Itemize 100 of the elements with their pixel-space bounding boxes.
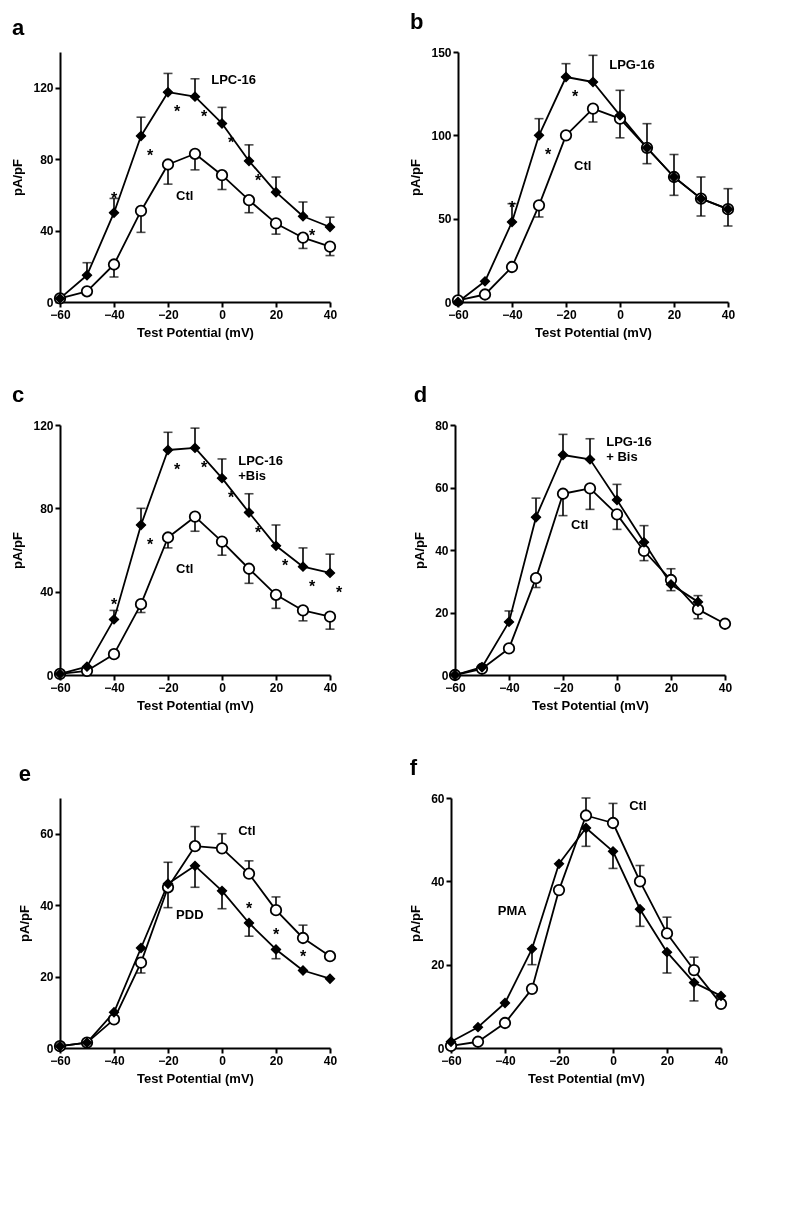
x-tick-label: 40 xyxy=(714,1053,729,1068)
data-label: * xyxy=(200,458,208,476)
series-label: LPG-16 + Bis xyxy=(606,434,652,465)
x-tick-label: −20 xyxy=(553,680,574,695)
x-tick-label: −40 xyxy=(104,307,125,322)
y-tick-label: 60 xyxy=(435,481,449,495)
data-label: * xyxy=(173,103,181,121)
y-axis-title: pA/pF xyxy=(10,159,26,196)
x-tick-label: −40 xyxy=(495,1053,516,1068)
y-axis-title: pA/pF xyxy=(10,532,26,569)
data-label: * xyxy=(544,146,552,164)
x-tick-label: −40 xyxy=(502,307,523,322)
y-tick-label: 80 xyxy=(435,418,449,433)
chart-title: f xyxy=(409,755,418,780)
series-label: PMA xyxy=(497,903,528,919)
y-tick-label: 20 xyxy=(435,606,449,620)
y-tick-label: 40 xyxy=(40,585,54,600)
x-axis-title: Test Potential (mV) xyxy=(137,324,254,340)
y-axis-title: pA/pF xyxy=(408,159,424,196)
x-tick-label: 20 xyxy=(269,1053,284,1068)
x-tick-label: −20 xyxy=(158,307,179,322)
y-tick-label: 40 xyxy=(40,224,54,239)
x-axis-title: Test Potential (mV) xyxy=(137,697,254,713)
x-tick-label: −60 xyxy=(50,307,71,322)
x-tick-label: −60 xyxy=(445,680,466,695)
y-tick-label: 0 xyxy=(441,668,449,683)
x-tick-label: 40 xyxy=(323,307,338,322)
y-tick-label: 0 xyxy=(46,295,54,310)
x-tick-label: 0 xyxy=(617,307,625,322)
x-tick-label: 20 xyxy=(660,1053,675,1068)
data-label: * xyxy=(110,596,118,614)
y-tick-label: 80 xyxy=(40,501,54,516)
series-label: PDD xyxy=(176,906,204,922)
x-tick-label: 40 xyxy=(718,680,733,695)
y-tick-label: 120 xyxy=(33,81,54,96)
x-axis-title: Test Potential (mV) xyxy=(528,1070,645,1086)
data-label: * xyxy=(173,461,181,478)
x-axis-title: Test Potential (mV) xyxy=(532,697,649,713)
y-tick-label: 60 xyxy=(40,827,54,842)
y-tick-label: 0 xyxy=(46,668,54,683)
x-tick-label: 0 xyxy=(219,1053,227,1068)
x-tick-label: 40 xyxy=(323,680,338,695)
x-tick-label: −60 xyxy=(50,680,71,695)
series-label: Ctl xyxy=(238,823,256,839)
x-tick-label: 0 xyxy=(610,1053,618,1068)
y-axis-title: pA/pF xyxy=(408,905,424,942)
series-label: LPC-16 xyxy=(211,71,256,87)
series-label: LPC-16 +Bis xyxy=(238,453,283,484)
y-tick-label: 40 xyxy=(435,543,449,558)
data-label: * xyxy=(254,523,262,541)
data-label: * xyxy=(281,556,289,574)
y-axis-title: pA/pF xyxy=(412,532,428,569)
x-tick-label: −40 xyxy=(499,680,520,695)
data-label: * xyxy=(227,489,235,507)
x-tick-label: 20 xyxy=(667,307,682,322)
y-tick-label: 0 xyxy=(444,295,452,310)
y-axis-title: pA/pF xyxy=(17,905,33,942)
y-tick-label: 0 xyxy=(437,1041,445,1056)
data-label: * xyxy=(245,900,253,917)
x-tick-label: 40 xyxy=(323,1053,338,1068)
series-label: Ctl xyxy=(574,158,592,174)
x-tick-label: −20 xyxy=(556,307,577,322)
y-tick-label: 20 xyxy=(431,958,445,973)
data-label: * xyxy=(299,947,307,965)
y-tick-label: 20 xyxy=(40,970,54,985)
x-tick-label: −20 xyxy=(158,680,179,695)
y-tick-label: 40 xyxy=(431,874,445,889)
y-tick-label: 60 xyxy=(431,791,445,806)
x-tick-label: 0 xyxy=(614,680,622,695)
x-tick-label: −60 xyxy=(50,1053,71,1068)
series-label: Ctl xyxy=(571,516,589,532)
x-axis-title: Test Potential (mV) xyxy=(137,1070,254,1086)
series-label: Ctl xyxy=(176,560,194,576)
series-label: Ctl xyxy=(176,187,194,203)
data-label: * xyxy=(571,88,579,105)
data-label: * xyxy=(272,926,280,944)
data-label: * xyxy=(308,577,316,595)
data-label: * xyxy=(146,536,154,553)
x-tick-label: 0 xyxy=(219,307,227,322)
data-label: * xyxy=(308,227,316,245)
x-axis-title: Test Potential (mV) xyxy=(535,324,652,340)
data-label: * xyxy=(254,171,262,189)
y-tick-label: 150 xyxy=(431,45,452,60)
y-tick-label: 120 xyxy=(33,418,54,433)
x-tick-label: −20 xyxy=(549,1053,570,1068)
y-tick-label: 40 xyxy=(40,898,54,913)
y-tick-label: 100 xyxy=(431,128,452,143)
y-tick-label: 80 xyxy=(40,152,54,167)
data-label: * xyxy=(200,107,208,125)
data-label: * xyxy=(335,583,343,601)
data-label: * xyxy=(146,146,154,164)
chart-title: c xyxy=(11,382,25,407)
y-tick-label: 50 xyxy=(438,212,452,227)
x-tick-label: 20 xyxy=(269,680,284,695)
x-tick-label: 20 xyxy=(664,680,679,695)
x-tick-label: −20 xyxy=(158,1053,179,1068)
x-tick-label: 20 xyxy=(269,307,284,322)
x-tick-label: −40 xyxy=(104,680,125,695)
x-tick-label: −40 xyxy=(104,1053,125,1068)
chart-title: e xyxy=(18,761,31,786)
